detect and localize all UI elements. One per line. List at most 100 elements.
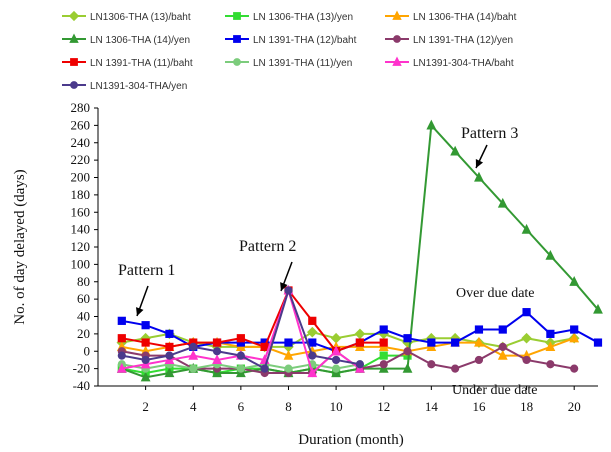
series-line xyxy=(121,287,361,375)
series-line xyxy=(121,288,384,353)
data-point xyxy=(403,334,412,343)
y-tick-label: 280 xyxy=(71,100,91,115)
legend-label: LN1306-THA (13)/baht xyxy=(90,12,191,23)
annotation-arrows xyxy=(135,144,488,317)
legend-label: LN 1391-THA (12)/baht xyxy=(253,35,357,46)
data-point xyxy=(236,364,245,373)
data-point xyxy=(165,342,174,352)
y-tick-label: 80 xyxy=(77,274,90,289)
legend-swatch-marker xyxy=(69,33,79,43)
y-tick-label: 20 xyxy=(77,326,90,341)
data-point xyxy=(141,321,150,330)
legend-item: LN 1391-THA (11)/yen xyxy=(225,58,352,69)
data-point xyxy=(569,276,580,286)
data-point xyxy=(140,371,151,382)
data-point xyxy=(379,325,388,334)
data-point xyxy=(570,325,579,334)
data-point xyxy=(308,316,317,325)
annotation-pattern-3: Pattern 3 xyxy=(461,125,518,142)
data-point xyxy=(451,364,460,373)
data-point xyxy=(497,349,508,360)
y-axis-title: No. of day delayed (days) xyxy=(12,169,28,324)
annotation-under-due-date: Under due date xyxy=(452,383,538,398)
y-ticks: -40 -20 0 20 40 60 80 100 120 140 160 180 200 220 240 2… xyxy=(71,100,98,393)
data-point xyxy=(569,332,580,343)
data-point xyxy=(593,338,603,347)
y-tick-label: -20 xyxy=(73,361,90,376)
data-point xyxy=(236,351,245,360)
y-tick-label: 240 xyxy=(71,135,91,150)
data-point xyxy=(189,364,198,373)
data-point xyxy=(427,360,436,369)
data-point xyxy=(379,338,388,347)
annotation-arrow xyxy=(135,285,149,317)
data-point xyxy=(427,338,436,347)
y-tick-label: 140 xyxy=(71,222,91,237)
y-tick-label: 100 xyxy=(71,256,91,271)
x-tick-label: 8 xyxy=(285,399,292,414)
data-point xyxy=(188,349,199,360)
data-point xyxy=(165,351,174,360)
annotation-pattern-2: Pattern 2 xyxy=(239,238,296,255)
data-point xyxy=(141,338,150,347)
data-point xyxy=(521,223,532,234)
data-point xyxy=(284,338,293,347)
data-point xyxy=(331,364,341,373)
data-point xyxy=(308,338,317,347)
x-tick-label: 20 xyxy=(568,399,581,414)
x-tick-label: 12 xyxy=(377,399,390,414)
legend-item: LN 1391-THA (12)/baht xyxy=(225,35,357,46)
data-point xyxy=(117,316,126,325)
data-point xyxy=(164,367,175,378)
y-tick-label: 40 xyxy=(77,309,90,324)
axes: -40-200204060801001201401601802002202402… xyxy=(71,100,598,414)
legend-label: LN 1391-THA (11)/baht xyxy=(90,58,193,69)
legend-label: LN 1391-THA (11)/yen xyxy=(253,58,352,69)
legend-label: LN 1306-THA (14)/baht xyxy=(413,12,517,23)
data-point xyxy=(403,347,412,356)
legend-swatch-marker xyxy=(392,10,402,20)
data-point xyxy=(593,303,603,314)
legend-item: LN1391-304-THA/yen xyxy=(62,81,187,92)
y-tick-label: 60 xyxy=(77,291,90,306)
legend-label: LN1391-304-THA/yen xyxy=(90,81,187,92)
y-tick-label: 260 xyxy=(71,117,91,132)
data-point xyxy=(236,334,245,343)
data-point xyxy=(141,355,150,365)
annotation-pattern-1: Pattern 1 xyxy=(118,262,175,279)
y-tick-label: 120 xyxy=(71,239,91,254)
legend-item: LN 1306-THA (13)/yen xyxy=(225,12,353,23)
data-point xyxy=(546,329,555,338)
y-tick-label: 160 xyxy=(71,204,91,219)
x-tick-label: 14 xyxy=(425,399,439,414)
data-point xyxy=(260,342,269,352)
legend-swatch-marker xyxy=(70,81,78,89)
data-point xyxy=(497,197,508,208)
data-point xyxy=(474,325,484,334)
x-tick-label: 4 xyxy=(190,399,197,414)
x-axis-title: Duration (month) xyxy=(298,432,403,448)
data-point xyxy=(545,249,556,260)
y-tick-label: 200 xyxy=(71,170,91,185)
x-tick-label: 10 xyxy=(330,399,343,414)
data-point xyxy=(283,349,294,360)
data-point xyxy=(331,345,342,356)
series-7 xyxy=(117,286,388,356)
series-10 xyxy=(117,286,365,373)
data-point xyxy=(402,362,413,373)
data-point xyxy=(355,360,365,369)
data-point xyxy=(117,334,126,343)
legend-swatch-marker xyxy=(233,58,241,66)
legend-label: LN 1306-THA (13)/yen xyxy=(253,12,353,23)
data-point xyxy=(521,332,532,344)
legend-label: LN 1391-THA (12)/yen xyxy=(413,35,513,46)
legend-item: LN 1391-THA (12)/yen xyxy=(385,35,513,46)
legend-swatch-marker xyxy=(68,10,80,22)
y-tick-label: 220 xyxy=(71,152,91,167)
annotation-arrow xyxy=(280,261,293,292)
x-tick-label: 16 xyxy=(472,399,486,414)
data-point xyxy=(522,308,531,317)
data-point xyxy=(379,360,388,369)
x-tick-label: 2 xyxy=(142,399,149,414)
